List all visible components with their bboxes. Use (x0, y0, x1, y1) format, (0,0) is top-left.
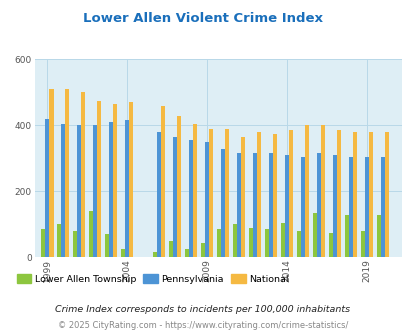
Bar (328, 233, 332, 257)
Bar (288, 130, 292, 257)
Bar (168, 241, 173, 257)
Bar (89, 211, 93, 257)
Bar (113, 104, 117, 257)
Bar (209, 129, 213, 257)
Bar (200, 243, 205, 257)
Bar (184, 249, 188, 257)
Bar (232, 224, 237, 257)
Bar (65, 89, 69, 257)
Bar (188, 140, 193, 257)
Bar (105, 234, 109, 257)
Bar (125, 120, 129, 257)
Bar (332, 155, 336, 257)
Bar (368, 132, 372, 257)
Bar (153, 252, 157, 257)
Bar (77, 125, 81, 257)
Bar (375, 214, 380, 257)
Bar (360, 231, 364, 257)
Bar (268, 153, 272, 257)
Text: Crime Index corresponds to incidents per 100,000 inhabitants: Crime Index corresponds to incidents per… (55, 305, 350, 314)
Bar (224, 129, 229, 257)
Bar (177, 115, 181, 257)
Bar (61, 124, 65, 257)
Bar (304, 125, 308, 257)
Bar (237, 153, 241, 257)
Bar (157, 132, 161, 257)
Legend: Lower Allen Township, Pennsylvania, National: Lower Allen Township, Pennsylvania, Nati… (13, 270, 292, 287)
Bar (380, 157, 384, 257)
Bar (264, 229, 268, 257)
Bar (57, 224, 61, 257)
Bar (280, 223, 284, 257)
Bar (256, 132, 260, 257)
Bar (312, 213, 316, 257)
Bar (252, 153, 256, 257)
Bar (45, 119, 49, 257)
Bar (248, 228, 252, 257)
Bar (41, 229, 45, 257)
Bar (220, 148, 224, 257)
Bar (81, 92, 85, 257)
Bar (161, 106, 165, 257)
Text: © 2025 CityRating.com - https://www.cityrating.com/crime-statistics/: © 2025 CityRating.com - https://www.city… (58, 321, 347, 330)
Bar (109, 122, 113, 257)
Bar (216, 229, 220, 257)
Bar (121, 249, 125, 257)
Bar (320, 125, 324, 257)
Bar (129, 102, 133, 257)
Bar (173, 137, 177, 257)
Bar (97, 101, 101, 257)
Bar (336, 130, 340, 257)
Bar (49, 89, 53, 257)
Bar (205, 142, 209, 257)
Bar (348, 157, 352, 257)
Bar (352, 132, 356, 257)
Bar (344, 214, 348, 257)
Bar (384, 132, 388, 257)
Bar (316, 153, 320, 257)
Bar (272, 134, 277, 257)
Bar (300, 157, 304, 257)
Bar (193, 124, 197, 257)
Bar (73, 231, 77, 257)
Bar (296, 231, 300, 257)
Bar (364, 157, 368, 257)
Text: Lower Allen Violent Crime Index: Lower Allen Violent Crime Index (83, 12, 322, 24)
Bar (93, 125, 97, 257)
Bar (241, 137, 245, 257)
Bar (284, 155, 288, 257)
